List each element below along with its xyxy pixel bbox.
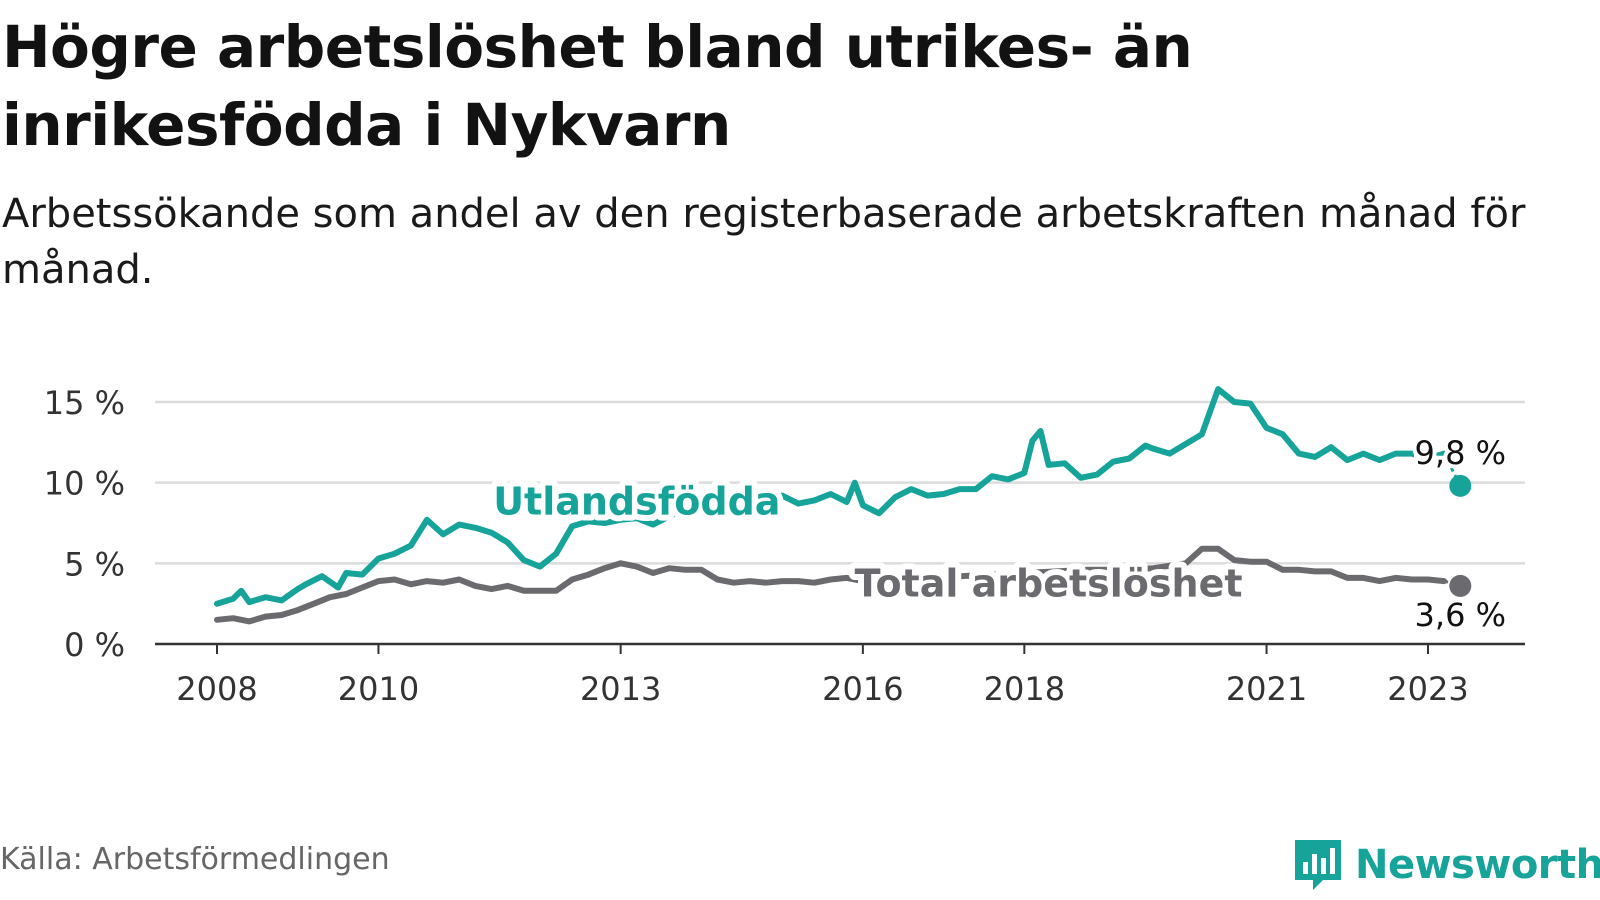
series-name-label-1: Total arbetslöshet [855, 562, 1243, 606]
y-axis-ticks: 0 % 5 % 10 % 15 % [44, 384, 125, 664]
end-point-0 [1449, 474, 1472, 497]
gridlines [155, 400, 1525, 565]
source-note: Källa: Arbetsförmedlingen [0, 842, 390, 877]
chart-subtitle: Arbetssökande som andel av den registerb… [2, 191, 1526, 293]
series-line-1 [214, 545, 1448, 625]
x-tick-label-2018: 2018 [984, 670, 1065, 708]
x-tick-label-2010: 2010 [338, 670, 419, 708]
y-tick-label-0: 0 % [64, 626, 125, 664]
end-value-label-1: 3,6 % [1415, 596, 1506, 634]
series-lines [214, 386, 1472, 625]
y-tick-label-10: 10 % [44, 465, 125, 503]
series-line-0 [214, 386, 1448, 607]
y-tick-label-5: 5 % [64, 545, 125, 583]
brand-logo[interactable]: Newsworthy [1293, 838, 1600, 892]
newsworthy-logo-icon [1295, 840, 1341, 890]
x-axis: 2008 2010 2013 2016 2018 2021 2023 [155, 642, 1525, 708]
brand-name: Newsworthy [1355, 842, 1600, 888]
end-value-label-0: 9,8 % [1415, 434, 1506, 472]
x-tick-label-2023: 2023 [1387, 670, 1468, 708]
x-tick-label-2008: 2008 [176, 670, 257, 708]
series-connector-0 [1442, 452, 1462, 487]
x-tick-label-2013: 2013 [580, 670, 661, 708]
series-name-label-0: Utlandsfödda [493, 479, 780, 523]
end-point-1 [1449, 574, 1472, 597]
series-labels: 9,8 % 3,6 % Utlandsfödda Total arbetslöshet [487, 430, 1510, 638]
x-tick-label-2021: 2021 [1226, 670, 1307, 708]
x-tick-label-2016: 2016 [822, 670, 903, 708]
y-tick-label-15: 15 % [44, 384, 125, 422]
chart-title: Högre arbetslöshet bland utrikes- än inr… [2, 13, 1193, 159]
